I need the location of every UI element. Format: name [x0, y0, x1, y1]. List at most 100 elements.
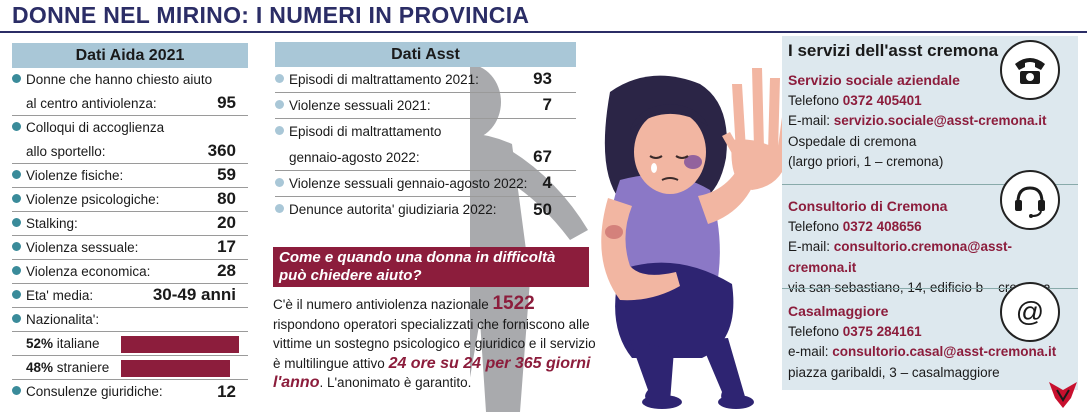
- stat-label: Donne che hanno chiesto aiuto: [26, 72, 213, 87]
- publisher-logo: [1049, 382, 1077, 408]
- bullet-icon: [12, 74, 21, 83]
- service-name: Servizio sociale aziendale: [788, 72, 960, 88]
- stat-row: Episodi di maltrattamento 2021: 93: [275, 67, 576, 93]
- stat-row: Nazionalita':: [12, 308, 248, 332]
- stat-row: Donne che hanno chiesto aiuto al centro …: [12, 68, 248, 116]
- phone-label: Telefono: [788, 92, 843, 108]
- bullet-icon: [275, 204, 284, 213]
- nationality-pct: 48%: [26, 360, 54, 375]
- stat-row: Stalking: 20: [12, 212, 248, 236]
- at-sign-icon: @: [1000, 282, 1060, 342]
- bullet-icon: [12, 386, 21, 395]
- phone-label: Telefono: [788, 218, 843, 234]
- phone-number: 0372 405401: [842, 92, 922, 108]
- help-question: Come e quando una donna in difficoltà pu…: [273, 247, 589, 287]
- stat-row: Colloqui di accoglienza allo sportello: …: [12, 116, 248, 164]
- service-block: Servizio sociale aziendale Telefono 0372…: [788, 70, 1068, 173]
- bullet-icon: [12, 170, 21, 179]
- nationality-text: straniere: [53, 360, 110, 375]
- service-name: Casalmaggiore: [788, 303, 889, 319]
- hours-highlight: 24 ore su 24 per 365 giorni l'anno: [273, 354, 591, 392]
- bullet-icon: [12, 242, 21, 251]
- bullet-icon: [12, 194, 21, 203]
- phone-icon: [1000, 40, 1060, 100]
- bullet-icon: [275, 126, 284, 135]
- nationality-row: 48% straniere: [12, 356, 248, 380]
- bruise: [684, 155, 702, 169]
- stat-label: Eta' media:: [26, 288, 94, 303]
- bullet-icon: [12, 266, 21, 275]
- stat-row: Eta' media: 30-49 anni: [12, 284, 248, 308]
- lower-leg-2: [700, 338, 746, 402]
- tear: [651, 163, 657, 173]
- service-block: Consultorio di Cremona Telefono 0372 408…: [788, 196, 1068, 299]
- email-label: E-mail:: [788, 113, 834, 128]
- svg-text:@: @: [1016, 296, 1044, 327]
- nationality-bar: [121, 360, 230, 377]
- stat-label-cont: gennaio-agosto 2022:: [289, 150, 420, 165]
- stat-label: Colloqui di accoglienza: [26, 120, 165, 135]
- stat-value: 30-49 anni: [152, 285, 236, 304]
- stat-row: Violenza economica: 28: [12, 260, 248, 284]
- service-block: Casalmaggiore Telefono 0375 284161 e-mai…: [788, 301, 1068, 383]
- nationality-row: 52% italiane: [12, 332, 248, 356]
- stat-label-cont: al centro antiviolenza:: [26, 96, 157, 111]
- stat-value: 50: [533, 200, 552, 219]
- stat-label: Violenze fisiche:: [26, 168, 124, 183]
- face: [634, 110, 706, 194]
- address-line: (largo priori, 1 – cremona): [788, 154, 944, 169]
- stat-row: Violenza sessuale: 17: [12, 236, 248, 260]
- shoe-2: [718, 395, 754, 409]
- services-title: I servizi dell'asst cremona: [788, 41, 999, 60]
- asst-panel: Dati Asst Episodi di maltrattamento 2021…: [275, 42, 576, 223]
- aida-panel: Dati Aida 2021 Donne che hanno chiesto a…: [12, 43, 248, 404]
- stat-label: Violenze psicologiche:: [26, 192, 160, 207]
- help-text: C'è il numero antiviolenza nazionale 152…: [273, 294, 603, 393]
- stat-label: Episodi di maltrattamento: [289, 124, 442, 139]
- palm: [731, 139, 788, 190]
- bullet-icon: [275, 74, 284, 83]
- headset-icon: [1000, 170, 1060, 230]
- phone-number: 0375 284161: [842, 323, 922, 339]
- stat-value: 95: [217, 93, 236, 112]
- bullet-icon: [12, 290, 21, 299]
- stat-value: 7: [542, 95, 552, 114]
- arm-bruise: [605, 225, 623, 239]
- stat-value: 12: [217, 382, 236, 401]
- stat-value: 20: [217, 213, 236, 232]
- stat-value: 93: [533, 69, 552, 88]
- help-text-3: . L'anonimato è garantito.: [319, 375, 472, 390]
- services-panel: I servizi dell'asst cremona Servizio soc…: [782, 36, 1078, 390]
- hair-front: [630, 104, 708, 130]
- email-label: E-mail:: [788, 239, 834, 254]
- stat-label: Violenze sessuali gennaio-agosto 2022:: [289, 176, 528, 191]
- help-text-1: C'è il numero antiviolenza nazionale: [273, 297, 493, 312]
- stat-value: 67: [533, 147, 552, 166]
- title-rule: [0, 31, 1087, 33]
- stat-row: Episodi di maltrattamento gennaio-agosto…: [275, 119, 576, 171]
- email-address: consultorio.cremona@asst-cremona.it: [788, 239, 1012, 275]
- address-line: via san sebastiano, 14, edificio b – cre…: [788, 280, 1051, 295]
- stat-label: Episodi di maltrattamento 2021:: [289, 72, 479, 87]
- stat-row: Violenze fisiche: 59: [12, 164, 248, 188]
- help-text-2: rispondono operatori specializzati che f…: [273, 316, 596, 371]
- divider: [782, 288, 1078, 289]
- stat-value: 4: [542, 173, 552, 192]
- bullet-icon: [12, 218, 21, 227]
- shoe: [642, 395, 682, 409]
- email-address: servizio.sociale@asst-cremona.it: [833, 113, 1047, 128]
- stat-row: Violenze sessuali gennaio-agosto 2022: 4: [275, 171, 576, 197]
- stat-row: Denunce autorita' giudiziaria 2022: 50: [275, 197, 576, 223]
- closed-eyes: [649, 155, 689, 159]
- service-name: Consultorio di Cremona: [788, 198, 948, 214]
- nationality-text: italiane: [53, 336, 100, 351]
- front-arm: [601, 198, 680, 301]
- woman-illustration: [470, 64, 794, 412]
- stat-value: 80: [217, 189, 236, 208]
- stat-row: Violenze psicologiche: 80: [12, 188, 248, 212]
- hotline-number: 1522: [492, 293, 535, 314]
- stat-value: 360: [207, 141, 236, 160]
- stat-row: Consulenze giuridiche: 12: [12, 380, 248, 404]
- email-label: e-mail:: [788, 344, 833, 359]
- stat-row: Violenze sessuali 2021: 7: [275, 93, 576, 119]
